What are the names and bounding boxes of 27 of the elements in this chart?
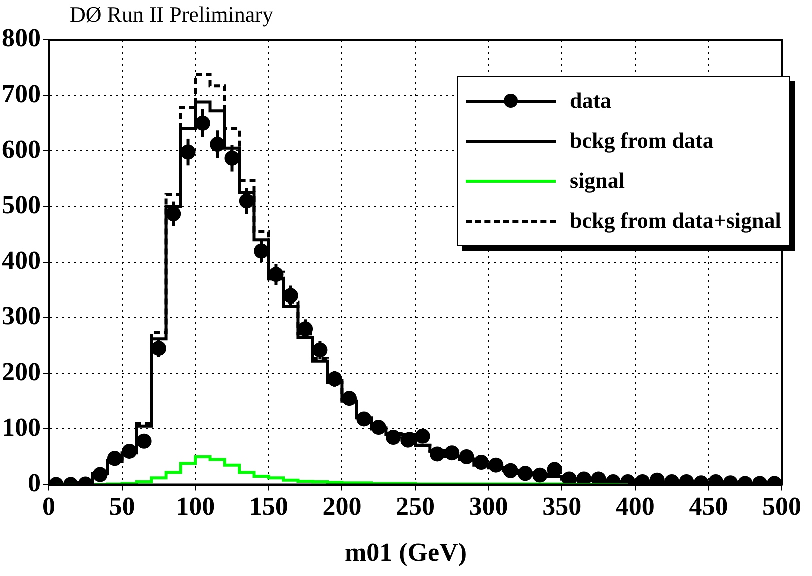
legend-label: signal: [570, 168, 626, 194]
y-tick-label: 400: [2, 246, 41, 276]
x-tick-label: 450: [689, 492, 728, 522]
y-tick-label: 800: [2, 24, 41, 53]
x-tick-label: 300: [469, 492, 508, 522]
x-tick-label: 150: [249, 492, 288, 522]
point: [136, 434, 152, 449]
x-tick-label: 50: [109, 492, 136, 522]
x-tick-label: 400: [616, 492, 655, 522]
chart-title: DØ Run II Preliminary: [70, 2, 274, 28]
x-axis-title: m01 (GeV): [344, 538, 468, 568]
legend-label: bckg from data: [570, 128, 714, 154]
legend-label: bckg from data+signal: [570, 208, 782, 234]
y-tick-label: 100: [2, 412, 41, 442]
x-tick-label: 350: [542, 492, 582, 522]
y-tick-label: 200: [2, 357, 41, 386]
legend-label: data: [570, 88, 612, 114]
x-tick-label: 250: [396, 492, 435, 522]
x-tick-label: 100: [176, 492, 216, 522]
x-tick-label: 500: [762, 492, 802, 522]
y-tick-label: 300: [2, 302, 41, 331]
x-tick-label: 200: [322, 492, 362, 522]
point: [415, 428, 430, 444]
y-tick-label: 0: [28, 468, 41, 498]
y-tick-label: 500: [2, 190, 41, 220]
y-tick-label: 700: [2, 79, 41, 108]
y-tick-label: 600: [2, 134, 41, 164]
